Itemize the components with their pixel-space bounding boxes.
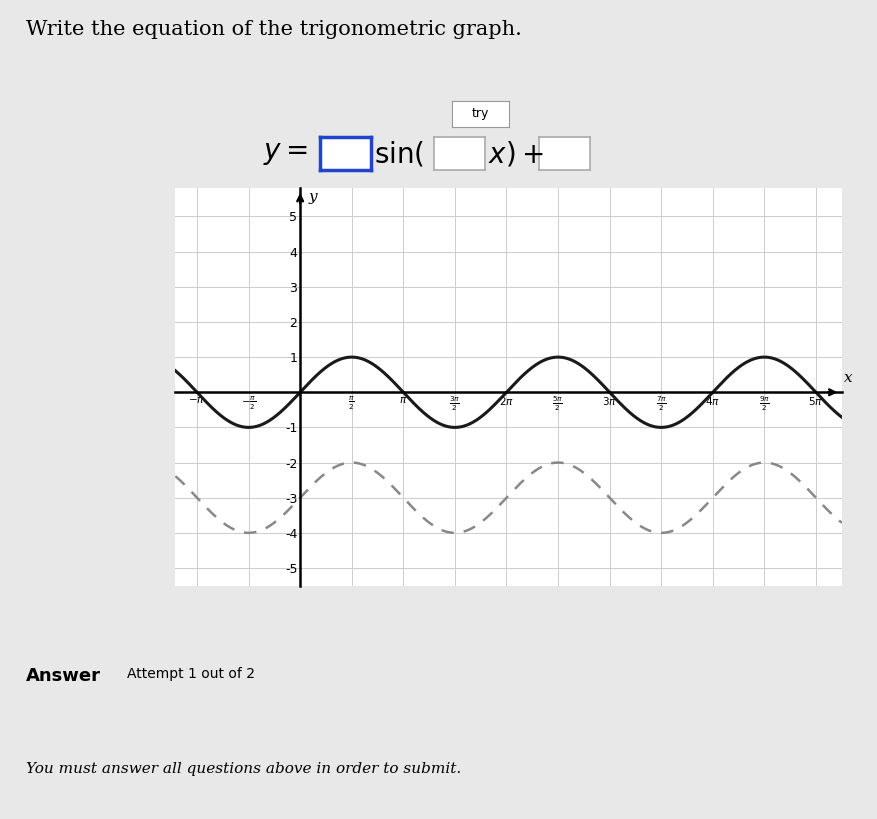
Text: y: y <box>309 190 317 204</box>
Text: $x)+$: $x)+$ <box>488 139 544 169</box>
Text: Write the equation of the trigonometric graph.: Write the equation of the trigonometric … <box>26 20 522 39</box>
Text: $y=$: $y=$ <box>263 141 308 167</box>
Text: try: try <box>472 107 488 120</box>
Text: $\mathrm{sin}($: $\mathrm{sin}($ <box>374 139 424 169</box>
Text: Answer: Answer <box>26 667 102 686</box>
Text: You must answer all questions above in order to submit.: You must answer all questions above in o… <box>26 762 461 776</box>
Text: x: x <box>844 370 852 384</box>
Text: Attempt 1 out of 2: Attempt 1 out of 2 <box>127 667 255 681</box>
